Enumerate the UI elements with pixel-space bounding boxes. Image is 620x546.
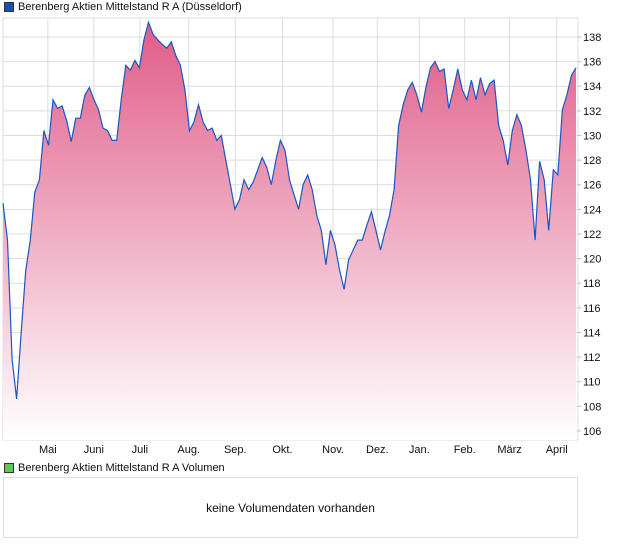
y-tick-label: 122 [583, 229, 601, 241]
price-legend: Berenberg Aktien Mittelstand R A (Düssel… [4, 1, 242, 13]
y-tick-label: 138 [583, 32, 601, 44]
volume-swatch-icon [4, 463, 14, 473]
y-tick-label: 124 [583, 204, 601, 216]
y-tick-label: 120 [583, 254, 601, 266]
y-tick-label: 114 [583, 327, 601, 339]
x-tick-label: Okt. [272, 444, 292, 456]
y-tick-label: 128 [583, 155, 601, 167]
y-tick-label: 106 [583, 426, 601, 438]
y-tick-label: 116 [583, 303, 601, 315]
y-tick-label: 126 [583, 180, 601, 192]
price-legend-label: Berenberg Aktien Mittelstand R A (Düssel… [18, 1, 242, 13]
y-tick-label: 110 [583, 377, 601, 389]
x-tick-label: Feb. [454, 444, 476, 456]
x-tick-label: April [546, 444, 568, 456]
volume-panel: keine Volumendaten vorhanden [3, 477, 578, 538]
x-tick-label: Aug. [177, 444, 200, 456]
x-tick-label: Mai [39, 444, 57, 456]
y-tick-label: 136 [583, 57, 601, 69]
y-tick-label: 118 [583, 278, 601, 290]
x-tick-label: Jan. [409, 444, 430, 456]
x-tick-label: März [497, 444, 521, 456]
x-tick-label: Juli [132, 444, 149, 456]
y-tick-label: 132 [583, 106, 601, 118]
volume-message: keine Volumendaten vorhanden [206, 500, 375, 515]
x-tick-label: Sep. [224, 444, 247, 456]
y-tick-label: 134 [583, 81, 601, 93]
y-tick-label: 130 [583, 130, 601, 142]
x-tick-label: Juni [84, 444, 104, 456]
price-swatch-icon [4, 2, 14, 12]
volume-legend: Berenberg Aktien Mittelstand R A Volumen [4, 462, 225, 474]
x-tick-label: Nov. [322, 444, 344, 456]
price-chart: 106 108 110 112 114 116 118 120 122 124 126 128 130 1… [2, 17, 601, 456]
y-tick-label: 108 [583, 401, 601, 413]
y-tick-label: 112 [583, 352, 601, 364]
x-tick-label: Dez. [366, 444, 389, 456]
price-line [2, 20, 577, 399]
volume-legend-label: Berenberg Aktien Mittelstand R A Volumen [18, 462, 225, 474]
price-area [3, 22, 576, 440]
